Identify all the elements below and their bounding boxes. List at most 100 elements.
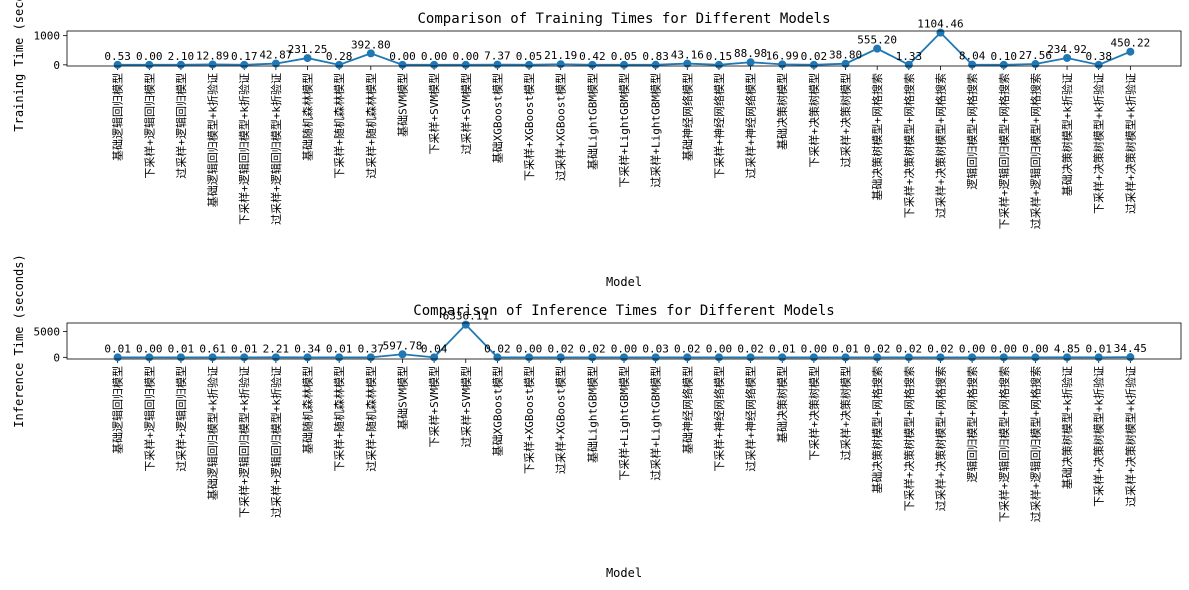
x-tick-label: 逻辑回归模型+网格搜索 <box>965 366 979 483</box>
x-tick-label: 下采样+随机森林模型 <box>332 366 346 472</box>
y-axis-label: Training Time (seconds) <box>12 0 26 132</box>
data-label: 0.42 <box>579 50 606 63</box>
x-tick-label: 过采样+XGBoost模型 <box>554 73 568 181</box>
data-label: 0.01 <box>326 342 353 355</box>
x-tick-label: 过采样+逻辑回归模型+k折验证 <box>269 366 283 518</box>
data-label: 0.15 <box>706 50 733 63</box>
x-tick-label: 基础XGBoost模型 <box>490 366 504 456</box>
x-tick-label: 下采样+SVM模型 <box>427 366 441 448</box>
x-tick-label: 下采样+逻辑回归模型+k折验证 <box>237 73 251 225</box>
data-label: 0.02 <box>927 342 954 355</box>
y-tick-label: 5000 <box>34 326 61 339</box>
data-point <box>113 60 122 69</box>
data-point <box>398 350 407 359</box>
data-label: 0.04 <box>421 342 448 355</box>
data-point <box>208 60 217 69</box>
x-tick-label: 下采样+XGBoost模型 <box>522 366 536 474</box>
data-label: 0.37 <box>358 342 385 355</box>
data-label: 0.01 <box>832 342 859 355</box>
x-tick-label: 过采样+逻辑回归模型+k折验证 <box>269 73 283 225</box>
x-tick-label: 过采样+神经网络模型 <box>744 366 758 472</box>
x-tick-label: 过采样+SVM模型 <box>459 73 473 155</box>
x-tick-label: 过采样+随机森林模型 <box>364 73 378 179</box>
data-label: 0.05 <box>611 50 638 63</box>
data-point <box>461 60 470 69</box>
data-label: 0.01 <box>231 342 258 355</box>
data-label: 0.02 <box>896 342 923 355</box>
axes-frame <box>66 30 1182 67</box>
data-label: 0.10 <box>991 50 1018 63</box>
training-time-chart: Comparison of Training Times for Differe… <box>12 0 1182 289</box>
data-label: 0.53 <box>104 50 131 63</box>
data-point <box>809 60 818 69</box>
x-tick-label: 基础SVM模型 <box>395 366 409 430</box>
y-tick-label: 0 <box>53 59 60 72</box>
axes-frame <box>66 322 1182 360</box>
data-label: 6336.11 <box>443 310 489 323</box>
data-label: 0.02 <box>674 342 701 355</box>
data-point <box>240 60 249 69</box>
data-label: 7.37 <box>484 50 511 63</box>
x-tick-label: 下采样+决策树模型+k折验证 <box>1092 366 1106 507</box>
x-axis-label: Model <box>606 275 642 289</box>
x-tick-label: 基础逻辑回归模型+k折验证 <box>206 366 220 500</box>
data-label: 0.17 <box>231 50 258 63</box>
x-tick-label: 下采样+XGBoost模型 <box>522 73 536 181</box>
data-label: 0.00 <box>991 342 1018 355</box>
x-tick-label: 过采样+逻辑回归模型+网格搜索 <box>1028 366 1042 522</box>
x-tick-label: 过采样+逻辑回归模型+网格搜索 <box>1028 73 1042 229</box>
x-tick-label: 下采样+LightGBM模型 <box>617 73 631 188</box>
data-label: 0.05 <box>516 50 543 63</box>
x-tick-label: 过采样+XGBoost模型 <box>554 366 568 474</box>
data-label: 234.92 <box>1047 43 1087 56</box>
chart-title: Comparison of Training Times for Differe… <box>417 11 830 27</box>
data-point <box>904 60 913 69</box>
data-label: 0.00 <box>959 342 986 355</box>
data-label: 0.01 <box>1085 342 1112 355</box>
data-label: 0.00 <box>801 342 828 355</box>
data-label: 0.83 <box>642 50 669 63</box>
data-point <box>683 59 692 68</box>
data-point <box>620 60 628 69</box>
data-label: 16.99 <box>766 49 799 62</box>
data-label: 0.00 <box>453 50 480 63</box>
x-tick-label: 过采样+随机森林模型 <box>364 366 378 472</box>
x-tick-label: 过采样+逻辑回归模型 <box>174 73 188 179</box>
data-label: 0.02 <box>801 50 828 63</box>
data-label: 0.01 <box>168 342 195 355</box>
data-label: 4.85 <box>1054 342 1081 355</box>
data-label: 2.10 <box>168 50 195 63</box>
x-tick-label: 基础神经网络模型 <box>680 73 694 161</box>
x-tick-label: 基础决策树模型+k折验证 <box>1060 366 1074 489</box>
x-tick-label: 下采样+LightGBM模型 <box>617 366 631 481</box>
data-label: 0.01 <box>769 342 796 355</box>
data-label: 43.16 <box>671 49 704 62</box>
x-tick-label: 过采样+LightGBM模型 <box>649 366 663 481</box>
data-point <box>714 60 723 69</box>
data-label: 0.61 <box>199 342 226 355</box>
x-tick-label: 基础逻辑回归模型 <box>111 73 125 161</box>
x-tick-label: 过采样+决策树模型+网格搜索 <box>933 366 947 511</box>
x-tick-label: 基础决策树模型 <box>775 366 789 443</box>
data-label: 0.00 <box>136 342 163 355</box>
x-tick-label: 过采样+神经网络模型 <box>744 73 758 179</box>
x-tick-label: 下采样+神经网络模型 <box>712 73 726 179</box>
data-point <box>588 60 597 69</box>
data-point <box>430 60 439 69</box>
x-tick-label: 基础LightGBM模型 <box>585 366 599 463</box>
data-label: 27.56 <box>1019 49 1052 62</box>
data-label: 0.00 <box>136 50 163 63</box>
x-axis-label: Model <box>606 566 642 580</box>
data-point <box>525 60 534 69</box>
inference-time-chart: Comparison of Inference Times for Differ… <box>12 254 1182 580</box>
data-label: 0.02 <box>579 342 606 355</box>
data-label: 0.34 <box>294 342 321 355</box>
data-label: 0.00 <box>389 50 416 63</box>
data-label: 231.25 <box>288 43 328 56</box>
data-label: 0.00 <box>706 342 733 355</box>
x-tick-label: 下采样+决策树模型+k折验证 <box>1092 73 1106 214</box>
x-tick-label: 下采样+决策树模型 <box>807 366 821 461</box>
x-tick-label: 基础逻辑回归模型 <box>111 366 125 454</box>
data-label: 1104.46 <box>917 18 963 31</box>
